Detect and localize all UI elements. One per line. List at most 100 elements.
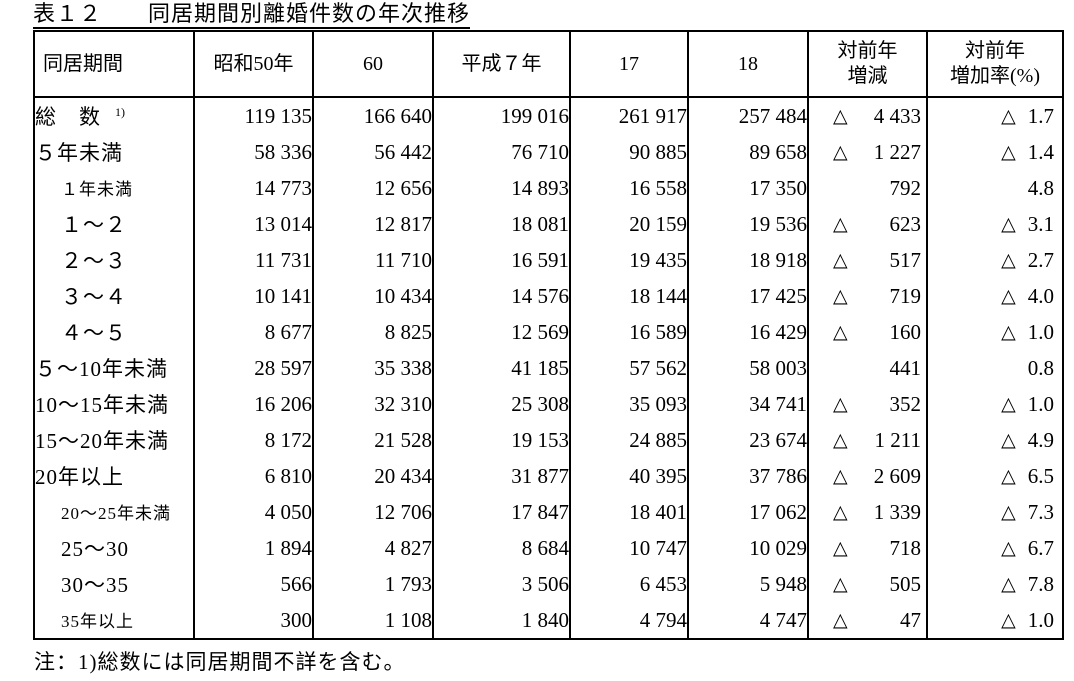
value-cell-heisei18: 4 747 [687, 602, 809, 640]
yearly-change-cell: △ 352 [807, 386, 928, 422]
yearly-change-rate-value: 1.0 [1027, 319, 1054, 344]
yearly-change-rate-cell: △0.8 [926, 350, 1064, 386]
value-cell-showa60: 12 817 [312, 206, 434, 242]
decrease-triangle-icon: △ [833, 465, 848, 487]
value-cell-showa50: 119 135 [193, 97, 314, 134]
value-cell-heisei7: 3 506 [432, 566, 571, 602]
value-cell-heisei18: 16 429 [687, 314, 809, 350]
row-label: 10～15年未満 [35, 393, 169, 417]
yearly-change-cell: △ 1 211 [807, 422, 928, 458]
yearly-change-rate-cell: △ 3.1 [926, 206, 1064, 242]
value-cell-heisei7: 199 016 [432, 97, 571, 134]
value-cell-showa50: 566 [193, 566, 314, 602]
row-label-cell: 総 数 1) [33, 97, 195, 134]
yearly-change-rate-cell: △ 4.0 [926, 278, 1064, 314]
decrease-triangle-icon: △ [1001, 285, 1016, 307]
column-header-heisei7: 平成７年 [432, 30, 571, 98]
yearly-change-cell: △ 2 609 [807, 458, 928, 494]
column-header-yearly-change: 対前年 増減 [807, 30, 928, 98]
row-label: 15～20年未満 [35, 429, 169, 453]
yearly-change-rate-value: 7.8 [1027, 571, 1054, 596]
value-cell-heisei18: 5 948 [687, 566, 809, 602]
row-label: 30～35 [61, 573, 129, 597]
value-cell-heisei17: 16 558 [569, 170, 689, 206]
row-label-cell: 20～25年未満 [33, 494, 195, 530]
row-label: ５～10年未満 [35, 357, 168, 381]
yearly-change-value: 1 211 [874, 427, 921, 452]
value-cell-showa50: 8 677 [193, 314, 314, 350]
value-cell-heisei18: 257 484 [687, 97, 809, 134]
value-cell-showa50: 300 [193, 602, 314, 640]
yearly-change-rate-cell: △ 7.8 [926, 566, 1064, 602]
yearly-change-cell: △ 505 [807, 566, 928, 602]
value-cell-heisei18: 34 741 [687, 386, 809, 422]
value-cell-showa60: 21 528 [312, 422, 434, 458]
yearly-change-rate-value: 6.7 [1027, 535, 1054, 560]
yearly-change-rate-cell: △ 6.5 [926, 458, 1064, 494]
yearly-change-cell: △ 719 [807, 278, 928, 314]
value-cell-showa50: 4 050 [193, 494, 314, 530]
value-cell-heisei17: 35 093 [569, 386, 689, 422]
decrease-triangle-icon: △ [1001, 393, 1016, 415]
value-cell-heisei7: 18 081 [432, 206, 571, 242]
table-row: 25～30 1 894 4 827 8 684 10 747 10 029 △ 7… [33, 530, 1064, 566]
value-cell-heisei17: 19 435 [569, 242, 689, 278]
decrease-triangle-icon: △ [833, 501, 848, 523]
decrease-triangle-icon: △ [833, 429, 848, 451]
decrease-triangle-icon: △ [833, 321, 848, 343]
decrease-triangle-icon: △ [833, 393, 848, 415]
value-cell-heisei18: 17 350 [687, 170, 809, 206]
row-label-footnote-marker: 1) [115, 105, 125, 119]
yearly-change-rate-cell: △ 4.9 [926, 422, 1064, 458]
yearly-change-rate-cell: △ 1.0 [926, 314, 1064, 350]
decrease-triangle-icon: △ [1001, 213, 1016, 235]
yearly-change-cell: △441 [807, 350, 928, 386]
value-cell-heisei7: 25 308 [432, 386, 571, 422]
decrease-triangle-icon: △ [1001, 141, 1016, 163]
table-row: ３～４ 10 141 10 434 14 576 18 144 17 425 △… [33, 278, 1064, 314]
value-cell-heisei7: 14 576 [432, 278, 571, 314]
column-header-showa50: 昭和50年 [193, 30, 314, 98]
value-cell-heisei7: 31 877 [432, 458, 571, 494]
yearly-change-rate-cell: △4.8 [926, 170, 1064, 206]
yearly-change-rate-cell: △ 1.0 [926, 386, 1064, 422]
table-row: １年未満 14 773 12 656 14 893 16 558 17 350 … [33, 170, 1064, 206]
value-cell-heisei18: 10 029 [687, 530, 809, 566]
yearly-change-value: 505 [889, 571, 922, 596]
value-cell-showa50: 10 141 [193, 278, 314, 314]
column-header-showa60: 60 [312, 30, 434, 98]
yearly-change-value: 718 [889, 535, 922, 560]
decrease-triangle-icon: △ [833, 573, 848, 595]
value-cell-heisei17: 4 794 [569, 602, 689, 640]
row-label-cell: ５年未満 [33, 134, 195, 170]
table-row: 35年以上 300 1 108 1 840 4 794 4 747 △ 47 △ 1… [33, 602, 1064, 640]
decrease-triangle-icon: △ [1001, 609, 1016, 631]
decrease-triangle-icon: △ [1001, 537, 1016, 559]
decrease-triangle-icon: △ [1001, 249, 1016, 271]
yearly-change-value: 4 433 [873, 103, 921, 128]
row-label-cell: 10～15年未満 [33, 386, 195, 422]
value-cell-heisei18: 17 425 [687, 278, 809, 314]
decrease-triangle-icon: △ [1001, 321, 1016, 343]
value-cell-showa50: 8 172 [193, 422, 314, 458]
value-cell-heisei7: 8 684 [432, 530, 571, 566]
yearly-change-cell: △ 517 [807, 242, 928, 278]
row-label: 25～30 [61, 537, 129, 561]
row-label-cell: １～２ [33, 206, 195, 242]
value-cell-heisei18: 23 674 [687, 422, 809, 458]
value-cell-showa60: 10 434 [312, 278, 434, 314]
yearly-change-value: 623 [889, 211, 922, 236]
table-row: ２～３ 11 731 11 710 16 591 19 435 18 918 △… [33, 242, 1064, 278]
decrease-triangle-icon: △ [833, 105, 848, 127]
row-label: 総 数 [35, 105, 101, 129]
yearly-change-cell: △ 623 [807, 206, 928, 242]
value-cell-heisei7: 12 569 [432, 314, 571, 350]
decrease-triangle-icon: △ [833, 249, 848, 271]
yearly-change-rate-cell: △ 1.7 [926, 97, 1064, 134]
row-label: ４～５ [61, 321, 127, 345]
table-header: 同居期間 昭和50年 60 平成７年 17 18 対前年 増減 対前年 増加率(… [33, 30, 1064, 98]
row-label: 20年以上 [35, 465, 124, 489]
yearly-change-cell: △ 4 433 [807, 97, 928, 134]
yearly-change-value: 1 339 [873, 499, 921, 524]
